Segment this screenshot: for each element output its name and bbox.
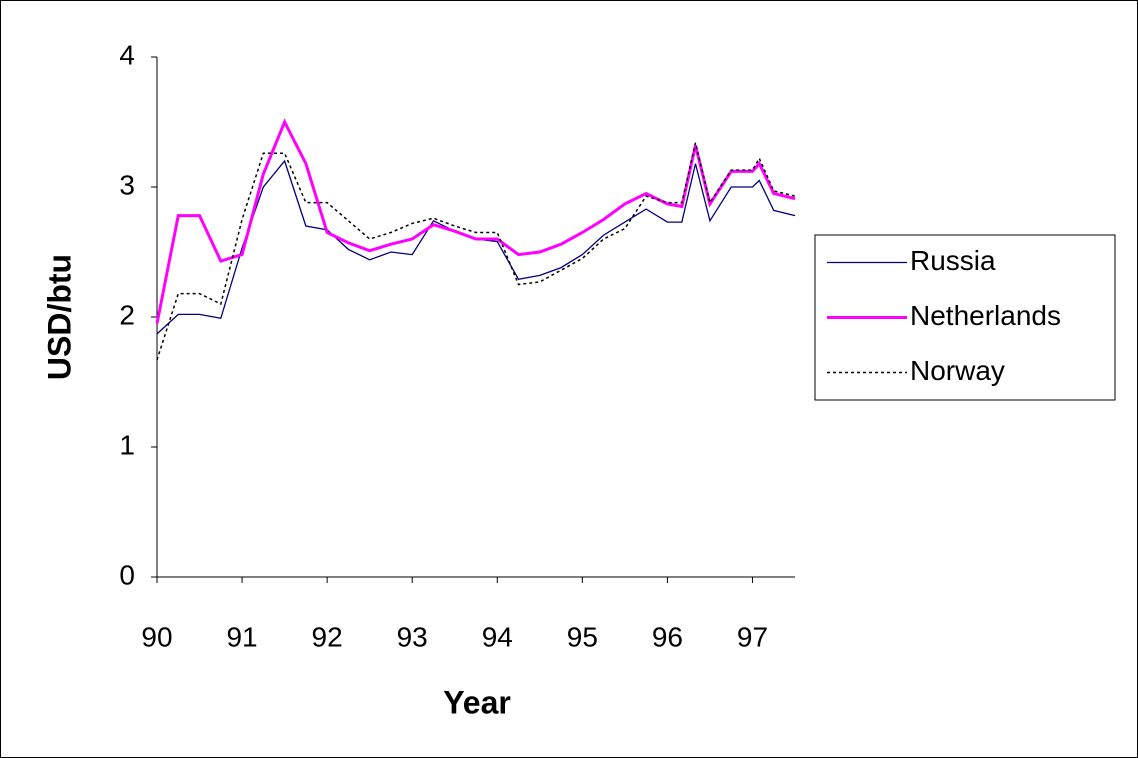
x-tick-label: 91 <box>226 621 257 652</box>
line-series <box>156 159 796 335</box>
legend-label: Netherlands <box>910 300 1061 331</box>
y-tick-label: 0 <box>119 559 135 590</box>
y-tick-label: 3 <box>119 169 135 200</box>
y-tick-label: 2 <box>119 299 135 330</box>
x-tick-label: 97 <box>737 621 768 652</box>
x-tick-label: 92 <box>312 621 343 652</box>
line-series <box>155 118 796 324</box>
line-series <box>156 142 796 361</box>
legend-label: Norway <box>910 355 1005 386</box>
y-tick-label: 4 <box>119 39 135 70</box>
x-tick-label: 95 <box>567 621 598 652</box>
x-tick-label: 94 <box>482 621 513 652</box>
x-tick-label: 93 <box>397 621 428 652</box>
x-axis-label: Year <box>443 684 511 720</box>
y-tick-label: 1 <box>119 429 135 460</box>
y-axis-label: USD/btu <box>41 254 77 380</box>
legend-label: Russia <box>910 245 996 276</box>
x-tick-label: 96 <box>652 621 683 652</box>
x-tick-label: 90 <box>141 621 172 652</box>
